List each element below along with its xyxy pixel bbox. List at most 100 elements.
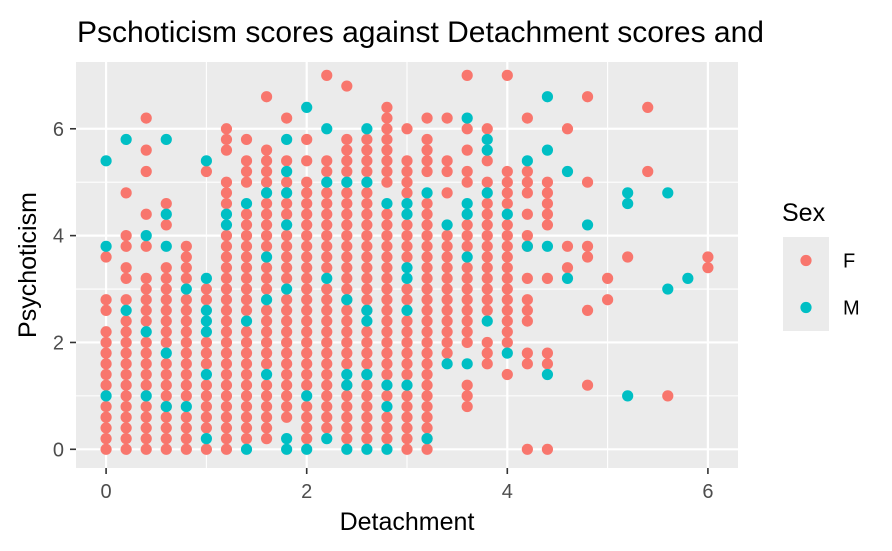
- point-f: [461, 262, 473, 274]
- point-f: [361, 411, 373, 423]
- point-f: [401, 187, 413, 199]
- point-f: [260, 326, 273, 338]
- point-f: [220, 272, 233, 284]
- point-f: [220, 422, 233, 434]
- point-f: [260, 91, 273, 103]
- point-f: [341, 219, 353, 231]
- point-f: [240, 358, 253, 370]
- point-f: [140, 358, 152, 370]
- point-f: [321, 155, 333, 167]
- point-f: [702, 262, 714, 274]
- point-f: [421, 240, 433, 252]
- point-f: [220, 315, 233, 327]
- point-m: [361, 304, 373, 317]
- point-f: [120, 390, 132, 402]
- point-f: [521, 230, 533, 242]
- point-m: [381, 443, 393, 455]
- point-f: [120, 443, 132, 455]
- point-m: [622, 390, 634, 402]
- point-m: [361, 368, 373, 381]
- point-f: [361, 433, 373, 445]
- point-f: [240, 347, 253, 359]
- point-f: [341, 304, 353, 317]
- point-f: [301, 187, 313, 199]
- point-f: [521, 358, 533, 370]
- point-m: [160, 240, 172, 252]
- point-m: [401, 272, 413, 284]
- point-f: [260, 197, 273, 210]
- point-f: [341, 326, 353, 338]
- point-f: [341, 315, 353, 327]
- point-f: [421, 379, 433, 391]
- point-f: [120, 379, 132, 391]
- point-f: [180, 294, 192, 306]
- point-f: [260, 379, 273, 391]
- point-m: [200, 326, 212, 338]
- point-f: [381, 123, 393, 135]
- point-f: [120, 422, 132, 434]
- point-f: [321, 262, 333, 274]
- y-tick-label: 0: [53, 439, 64, 461]
- point-f: [160, 294, 172, 306]
- point-f: [160, 379, 172, 391]
- point-f: [401, 294, 413, 306]
- point-m: [622, 187, 634, 199]
- point-f: [381, 144, 393, 156]
- point-f: [461, 304, 473, 317]
- point-f: [361, 219, 373, 231]
- point-f: [441, 326, 453, 338]
- point-f: [642, 165, 654, 178]
- point-f: [100, 379, 112, 391]
- point-f: [240, 133, 253, 146]
- point-m: [341, 443, 353, 455]
- point-f: [220, 390, 233, 402]
- point-f: [381, 336, 393, 349]
- point-f: [481, 336, 493, 349]
- point-f: [140, 443, 152, 455]
- point-f: [401, 326, 413, 338]
- point-f: [541, 176, 554, 188]
- point-f: [180, 315, 192, 327]
- x-tick-label: 4: [502, 481, 513, 503]
- point-f: [240, 422, 253, 434]
- point-f: [180, 326, 192, 338]
- point-f: [301, 422, 313, 434]
- point-f: [321, 69, 333, 81]
- point-f: [581, 176, 594, 188]
- point-f: [361, 197, 373, 210]
- point-f: [521, 187, 533, 199]
- point-f: [140, 208, 152, 220]
- point-f: [421, 112, 433, 124]
- point-m: [240, 443, 253, 455]
- point-f: [140, 165, 152, 178]
- point-f: [180, 411, 192, 423]
- point-f: [341, 230, 353, 242]
- point-f: [220, 379, 233, 391]
- x-tick-label: 0: [101, 481, 112, 503]
- point-m: [461, 208, 473, 220]
- point-f: [301, 326, 313, 338]
- point-f: [200, 443, 212, 455]
- point-f: [120, 433, 132, 445]
- point-m: [561, 272, 574, 284]
- point-f: [481, 262, 493, 274]
- point-f: [180, 433, 192, 445]
- point-f: [421, 165, 433, 178]
- point-f: [501, 197, 513, 210]
- point-f: [401, 240, 413, 252]
- point-f: [260, 433, 273, 445]
- point-f: [441, 187, 453, 199]
- point-f: [381, 390, 393, 402]
- point-f: [441, 283, 453, 295]
- point-f: [100, 251, 112, 263]
- point-f: [240, 433, 253, 445]
- point-f: [281, 272, 293, 284]
- point-f: [301, 219, 313, 231]
- point-f: [220, 197, 233, 210]
- point-m: [321, 176, 333, 188]
- point-f: [401, 347, 413, 359]
- point-f: [200, 336, 212, 349]
- point-m: [481, 144, 493, 156]
- point-f: [140, 315, 152, 327]
- point-m: [281, 219, 293, 231]
